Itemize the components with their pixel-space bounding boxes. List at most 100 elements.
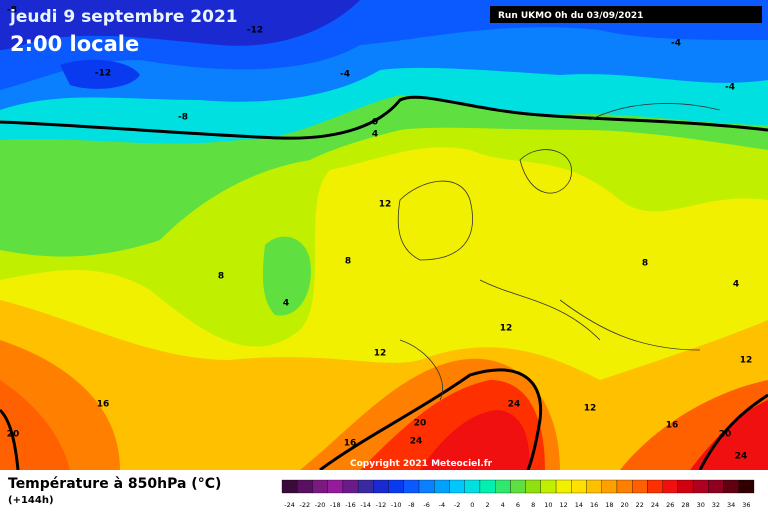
colorbar-swatch (738, 479, 755, 494)
colorbar-swatch (297, 479, 313, 494)
colorbar-label: 0 (470, 501, 474, 509)
colorbar-swatch (555, 479, 572, 494)
contour-label: -8 (7, 6, 17, 16)
colorbar-swatch (495, 479, 511, 494)
contour-label: 20 (719, 430, 732, 440)
colorbar-label: 34 (727, 501, 735, 509)
colorbar-label: -22 (300, 501, 311, 509)
colorbar-swatch (312, 479, 328, 494)
colorbar-swatch (434, 479, 450, 494)
contour-labels: -8 -12 -12 -4 -8 0 4 -4 -4 12 8 8 4 12 1… (7, 6, 753, 462)
contour-label: -4 (725, 83, 735, 93)
colorbar-swatch (327, 479, 344, 494)
contour-label: 12 (740, 356, 753, 366)
colorbar-swatch (464, 479, 481, 494)
colorbar-label: 22 (636, 501, 644, 509)
colorbar-label: -4 (439, 501, 445, 509)
colorbar-label: -14 (360, 501, 371, 509)
colorbar-swatch (342, 479, 359, 494)
contour-label: 12 (500, 324, 513, 334)
colorbar-label: 26 (666, 501, 674, 509)
colorbar-label: 32 (712, 501, 720, 509)
colorbar-swatch (571, 479, 587, 494)
colorbar-swatch (357, 479, 374, 494)
contour-label: 20 (7, 430, 20, 440)
contour-label: 12 (374, 349, 387, 359)
colorbar-swatch (723, 479, 739, 494)
contour-label: 8 (642, 259, 648, 269)
colorbar-swatch (373, 479, 389, 494)
lead-time: (+144h) (8, 495, 54, 506)
subtitle: 2:00 locale (10, 32, 139, 56)
contour-label: 24 (410, 437, 423, 447)
colorbar-swatch (479, 479, 496, 494)
colorbar-label: 6 (516, 501, 520, 509)
variable-label: Température à 850hPa (°C) (8, 476, 221, 492)
colorbar-label: -8 (408, 501, 414, 509)
colorbar-label: -6 (423, 501, 429, 509)
contour-label: 20 (414, 419, 427, 429)
colorbar-swatch (662, 479, 679, 494)
colorbar-label: -18 (330, 501, 341, 509)
colorbar-label: -12 (376, 501, 387, 509)
contour-label: 16 (344, 439, 357, 449)
colorbar-label: 28 (681, 501, 689, 509)
colorbar-swatch (708, 479, 724, 494)
colorbar-swatch (449, 479, 465, 494)
colorbar-label: 18 (605, 501, 613, 509)
colorbar-label: 4 (501, 501, 505, 509)
contour-label: -8 (178, 113, 188, 123)
contour-label: 24 (508, 400, 521, 410)
colorbar-swatch (540, 479, 557, 494)
colorbar-label: -20 (315, 501, 326, 509)
run-box (490, 6, 762, 23)
colorbar-label: 16 (590, 501, 598, 509)
colorbar-swatch (601, 479, 618, 494)
colorbar-swatch (586, 479, 602, 494)
contour-label: -4 (671, 39, 681, 49)
contour-label: 8 (345, 257, 351, 267)
contour-label: 16 (97, 400, 110, 410)
colorbar-label: 24 (651, 501, 659, 509)
contour-label: 12 (379, 200, 392, 210)
colorbar-swatch (692, 479, 709, 494)
colorbar-swatch (510, 479, 526, 494)
colorbar-label: -10 (391, 501, 402, 509)
contour-label: 4 (372, 130, 378, 140)
contour-label: 8 (218, 272, 224, 282)
colorbar-label: 14 (575, 501, 583, 509)
colorbar-label: -2 (454, 501, 460, 509)
contour-label: 4 (733, 280, 739, 290)
colorbar: -24 -22 -20 -18 -16 -14 -12 -10 -8 -6 -4 -2 0 2 4 6 8 10 1… (281, 479, 755, 509)
contour-label: -12 (247, 26, 263, 36)
colorbar-swatch (281, 479, 298, 494)
colorbar-swatch (418, 479, 435, 494)
colorbar-label: 8 (531, 501, 535, 509)
contour-label: -4 (340, 70, 350, 80)
contour-label: 16 (666, 421, 679, 431)
colorbar-swatch (616, 479, 633, 494)
map-field (0, 0, 768, 472)
colorbar-label: 36 (742, 501, 750, 509)
title: jeudi 9 septembre 2021 (9, 7, 238, 27)
colorbar-swatch (677, 479, 694, 494)
colorbar-label: -24 (284, 501, 295, 509)
colorbar-swatch (525, 479, 541, 494)
contour-label: 12 (584, 404, 597, 414)
colorbar-label: -16 (345, 501, 356, 509)
colorbar-label: 20 (620, 501, 628, 509)
run-info: Run UKMO 0h du 03/09/2021 (498, 11, 643, 21)
colorbar-swatch (403, 479, 420, 494)
colorbar-swatch (647, 479, 663, 494)
colorbar-label: 12 (560, 501, 568, 509)
contour-label: 24 (735, 452, 748, 462)
colorbar-label: 2 (485, 501, 489, 509)
copyright: Copyright 2021 Meteociel.fr (350, 459, 493, 469)
colorbar-swatch (632, 479, 648, 494)
colorbar-label: 30 (697, 501, 705, 509)
colorbar-swatch (388, 479, 404, 494)
contour-label: 0 (372, 118, 378, 128)
colorbar-label: 10 (544, 501, 552, 509)
contour-label: 4 (283, 299, 289, 309)
